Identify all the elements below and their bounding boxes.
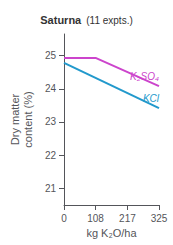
svg-text:24: 24 — [45, 83, 57, 94]
svg-text:K₂SO₄: K₂SO₄ — [130, 71, 159, 82]
svg-text:22: 22 — [45, 150, 57, 161]
svg-text:kg K₂O/ha: kg K₂O/ha — [86, 227, 137, 239]
svg-text:(11 expts.): (11 expts.) — [86, 15, 133, 26]
svg-text:217: 217 — [119, 213, 136, 224]
svg-text:KCl: KCl — [143, 93, 160, 104]
svg-text:108: 108 — [87, 213, 104, 224]
svg-text:25: 25 — [45, 50, 57, 61]
svg-text:content (%): content (%) — [22, 91, 34, 147]
svg-text:Dry matter: Dry matter — [9, 93, 21, 145]
svg-text:0: 0 — [61, 213, 67, 224]
svg-text:21: 21 — [45, 183, 57, 194]
svg-text:Saturna: Saturna — [40, 14, 82, 26]
svg-text:325: 325 — [151, 213, 168, 224]
svg-text:23: 23 — [45, 116, 57, 127]
